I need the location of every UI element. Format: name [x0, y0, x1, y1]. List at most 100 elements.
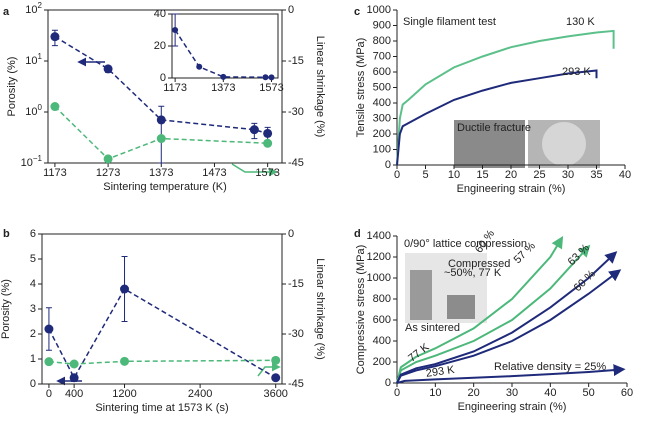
y2-tick-label: -30: [288, 328, 304, 340]
x-tick-label: 25: [533, 169, 545, 181]
y-tick-label: 2: [30, 328, 36, 340]
axis-arrow: [231, 163, 278, 177]
axis-arrow: [257, 362, 281, 377]
y2-tick-label: -30: [288, 106, 304, 118]
data-point: [249, 125, 259, 135]
series-label: 293 K: [562, 66, 591, 78]
y-tick-label: 100: [373, 143, 391, 155]
y-tick-label: 1200: [367, 251, 391, 263]
panel-label: c: [354, 6, 360, 18]
y2-tick-label: -45: [288, 157, 304, 169]
data-point: [69, 359, 79, 369]
y2-axis-label: Linear shrinkage (%): [314, 36, 326, 138]
annotation: 293 K: [425, 364, 456, 380]
y-tick-label: 200: [373, 128, 391, 140]
x-tick-label: 0: [394, 169, 400, 181]
annotation: Compressed: [448, 258, 510, 270]
y-tick-label: 600: [373, 314, 391, 326]
tick-exponent: −1: [33, 154, 43, 163]
x-axis-label: Engineering strain (%): [457, 183, 566, 195]
y-tick-label: 10−1: [21, 154, 43, 169]
y-tick-label: 100: [25, 103, 42, 118]
x-tick-label: 40: [619, 169, 631, 181]
y2-tick-label: -15: [288, 278, 304, 290]
y-tick-label: 6: [30, 228, 36, 240]
data-point: [103, 64, 113, 74]
data-point: [172, 27, 179, 33]
y-axis-label: Porosity (%): [0, 279, 12, 339]
x-tick-label: 15: [476, 169, 488, 181]
annotation: Ductile fracture: [457, 122, 531, 134]
x-tick-label: 10: [448, 169, 460, 181]
y-axis-label: Compressive stress (MPa): [355, 245, 367, 375]
data-point: [156, 115, 166, 125]
y-tick-label: 700: [373, 50, 391, 62]
x-tick-label: 35: [590, 169, 602, 181]
x-tick-label: 10: [429, 387, 441, 399]
data-point: [156, 134, 166, 144]
y-tick-label: 0: [385, 377, 391, 389]
tick-exponent: 1: [38, 52, 43, 61]
panel-label: a: [3, 6, 10, 18]
tick-base: 10: [25, 4, 37, 16]
x-tick-label: 40: [544, 387, 556, 399]
x-tick-label: 20: [505, 169, 517, 181]
y-tick-label: 0: [385, 159, 391, 171]
tick-base: 10: [25, 106, 37, 118]
y2-axis-label: Linear shrinkage (%): [314, 258, 326, 360]
x-tick-label: 1573: [259, 82, 283, 94]
y-tick-label: 1: [30, 353, 36, 365]
y-tick-label: 4: [30, 278, 36, 290]
y-tick-label: 5: [30, 253, 36, 265]
data-point: [69, 373, 79, 383]
data-point: [44, 324, 54, 334]
data-point: [271, 373, 281, 383]
panel-label: b: [3, 228, 10, 240]
data-point: [220, 73, 227, 80]
y-tick-label: 102: [25, 1, 42, 16]
x-tick-label: 60: [621, 387, 633, 399]
y-tick-label: 101: [25, 52, 42, 67]
fracture-surface: [542, 122, 586, 166]
annotation: Relative density = 25%: [494, 361, 606, 373]
series-line: [396, 251, 618, 384]
annotation: As sintered: [405, 322, 460, 334]
y-tick-label: 400: [373, 97, 391, 109]
y-tick-label: 40: [154, 8, 166, 20]
x-tick-label: 20: [468, 387, 480, 399]
x-tick-label: 1573: [255, 167, 279, 179]
y-tick-label: 0: [160, 72, 166, 84]
inset-background: [172, 14, 278, 78]
fracture-image: [454, 120, 525, 168]
series-line: [396, 29, 615, 166]
annotation: Single filament test: [403, 16, 496, 28]
y2-tick-label: 0: [288, 4, 294, 16]
x-tick-label: 1473: [202, 167, 226, 179]
series-line: [54, 36, 268, 135]
x-tick-label: 30: [506, 387, 518, 399]
x-tick-label: 1273: [96, 167, 120, 179]
y-tick-label: 1000: [367, 272, 391, 284]
y2-tick-label: -45: [288, 378, 304, 390]
series-line: [396, 364, 626, 384]
x-tick-label: 1200: [112, 388, 136, 400]
data-point: [103, 154, 113, 164]
x-axis-label: Sintering temperature (K): [103, 181, 227, 193]
x-tick-label: 1173: [43, 167, 67, 179]
y-tick-label: 800: [373, 293, 391, 305]
y-tick-label: 200: [373, 356, 391, 368]
series-line: [48, 359, 276, 365]
lattice-sample: [410, 270, 432, 320]
y-axis-label: Tensile stress (MPa): [355, 38, 367, 138]
annotation: 0/90° lattice compression: [404, 238, 527, 250]
x-tick-label: 400: [65, 388, 83, 400]
data-point: [50, 102, 60, 112]
series-line: [396, 244, 591, 384]
data-point: [120, 356, 130, 366]
x-tick-label: 0: [394, 387, 400, 399]
data-point: [44, 357, 54, 367]
series-line: [48, 287, 277, 380]
tick-exponent: 0: [38, 103, 43, 112]
y-tick-label: 800: [373, 35, 391, 47]
